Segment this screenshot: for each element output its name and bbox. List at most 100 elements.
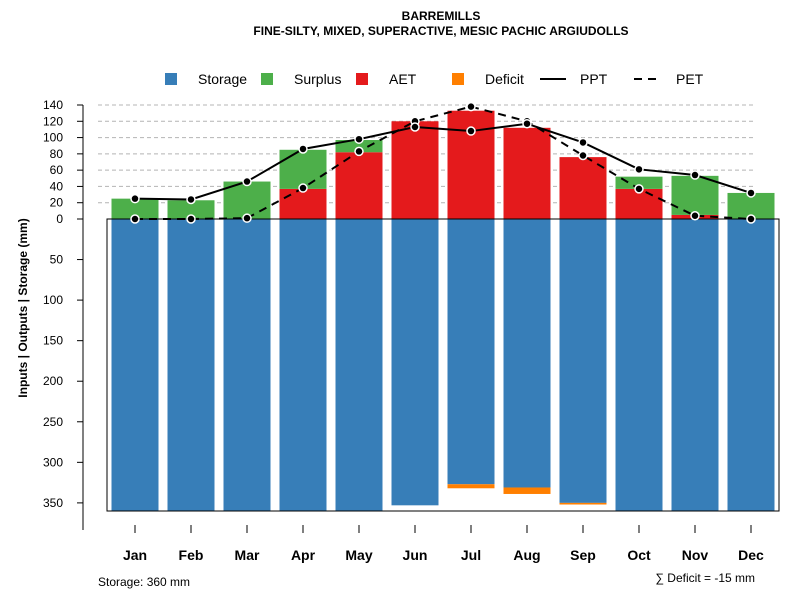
bar-storage-may — [335, 219, 383, 511]
y-tick-label-upper-60: 60 — [50, 163, 64, 177]
bar-aet-sep — [559, 157, 607, 219]
point-pet-may — [354, 146, 364, 157]
y-tick-label-upper-100: 100 — [43, 131, 63, 145]
y-tick-label-lower-50: 50 — [50, 253, 64, 267]
legend-label-ppt: PPT — [580, 71, 608, 87]
x-axis: Jan Feb Mar Apr May Jun Jul Aug Sep Oct Nov Dec — [123, 525, 764, 563]
bar-surplus-oct — [615, 176, 663, 189]
y-tick-label-lower-300: 300 — [43, 455, 63, 469]
x-tick-label-jul: Jul — [461, 547, 481, 563]
bar-storage-feb — [167, 219, 215, 511]
bar-surplus-mar — [223, 181, 271, 219]
bar-surplus-nov — [671, 175, 719, 215]
bar-surplus-jan — [111, 198, 159, 219]
bar-aet-may — [335, 152, 383, 219]
y-axis-label: Inputs | Outputs | Storage (mm) — [16, 218, 30, 397]
point-pet-jul — [466, 101, 476, 112]
y-tick-label-upper-40: 40 — [50, 179, 64, 193]
x-tick-label-nov: Nov — [682, 547, 709, 563]
legend-swatch-aet — [356, 73, 368, 85]
bar-aet-jun — [391, 121, 439, 219]
legend-label-deficit: Deficit — [485, 71, 524, 87]
legend-label-surplus: Surplus — [294, 71, 341, 87]
legend-swatch-surplus — [261, 73, 273, 85]
x-tick-label-aug: Aug — [513, 547, 540, 563]
point-ppt-jan — [130, 193, 140, 204]
y-tick-label-lower-200: 200 — [43, 374, 63, 388]
plot-frame — [106, 218, 780, 512]
storage-note: Storage: 360 mm — [98, 575, 190, 589]
bar-deficit-aug — [503, 487, 551, 494]
line-ppt — [134, 122, 752, 201]
legend-swatch-storage — [165, 73, 177, 85]
point-pet-mar — [242, 213, 252, 223]
bar-storage-sep — [559, 219, 607, 503]
legend: Storage Surplus AET Deficit PPT PET — [165, 71, 704, 87]
point-pet-oct — [634, 184, 644, 194]
bar-storage-aug — [503, 219, 551, 488]
bar-surplus-feb — [167, 200, 215, 219]
x-tick-label-feb: Feb — [179, 547, 204, 563]
y-tick-label-lower-100: 100 — [43, 293, 63, 307]
bar-storage-jan — [111, 219, 159, 511]
x-tick-label-mar: Mar — [235, 547, 260, 563]
bars — [111, 110, 775, 511]
y-tick-label-upper-20: 20 — [50, 196, 64, 210]
bar-storage-jul — [447, 219, 495, 485]
bar-aet-oct — [615, 188, 663, 219]
point-ppt-jul — [466, 126, 476, 136]
bar-deficit-jul — [447, 484, 495, 489]
point-pet-sep — [578, 150, 588, 161]
bar-aet-aug — [503, 127, 551, 219]
y-tick-label-upper-140: 140 — [43, 98, 63, 112]
y-tick-label-upper-120: 120 — [43, 114, 63, 128]
line-pet — [135, 105, 752, 220]
point-pet-apr — [298, 183, 308, 193]
x-tick-label-sep: Sep — [570, 547, 596, 563]
chart-title: BARREMILLS — [402, 9, 481, 23]
point-pet-jan — [130, 214, 140, 224]
legend-label-storage: Storage — [198, 71, 247, 87]
bar-storage-oct — [615, 219, 663, 511]
point-ppt-mar — [242, 176, 252, 187]
bar-storage-apr — [279, 219, 327, 511]
point-ppt-feb — [186, 194, 196, 205]
y-tick-label-upper-0: 0 — [56, 212, 63, 226]
x-tick-label-dec: Dec — [738, 547, 764, 563]
x-tick-label-apr: Apr — [291, 547, 316, 563]
bar-aet-apr — [279, 188, 327, 219]
legend-swatch-deficit — [452, 73, 464, 85]
flux-lines — [130, 101, 756, 224]
y-tick-label-lower-350: 350 — [43, 496, 63, 510]
point-ppt-apr — [298, 144, 308, 154]
x-tick-label-jun: Jun — [403, 547, 428, 563]
deficit-sum-note: ∑ Deficit = -15 mm — [655, 571, 755, 585]
bar-storage-dec — [727, 219, 775, 511]
point-ppt-dec — [746, 188, 756, 198]
y-tick-label-lower-150: 150 — [43, 334, 63, 348]
point-ppt-jun — [410, 122, 420, 132]
y-tick-label-upper-80: 80 — [50, 147, 64, 161]
chart-subtitle: FINE-SILTY, MIXED, SUPERACTIVE, MESIC PA… — [253, 24, 628, 38]
point-pet-feb — [186, 214, 196, 224]
bar-storage-mar — [223, 219, 271, 511]
point-ppt-oct — [634, 164, 644, 175]
x-tick-label-oct: Oct — [627, 547, 651, 563]
bar-storage-nov — [671, 219, 719, 511]
bar-surplus-apr — [279, 149, 327, 189]
legend-label-aet: AET — [389, 71, 417, 87]
point-ppt-nov — [690, 170, 700, 180]
legend-label-pet: PET — [676, 71, 704, 87]
bar-deficit-sep — [559, 502, 607, 505]
y-axis: 0 20 40 60 80 100 120 140 50 100 150 200 250 300 350 — [43, 98, 84, 530]
point-pet-nov — [690, 210, 700, 221]
point-ppt-aug — [522, 118, 532, 129]
point-ppt-may — [354, 134, 364, 144]
point-pet-dec — [746, 214, 756, 224]
x-tick-label-may: May — [345, 547, 372, 563]
y-tick-label-lower-250: 250 — [43, 415, 63, 429]
point-ppt-sep — [578, 137, 588, 148]
x-tick-label-jan: Jan — [123, 547, 147, 563]
bar-surplus-may — [335, 140, 383, 153]
